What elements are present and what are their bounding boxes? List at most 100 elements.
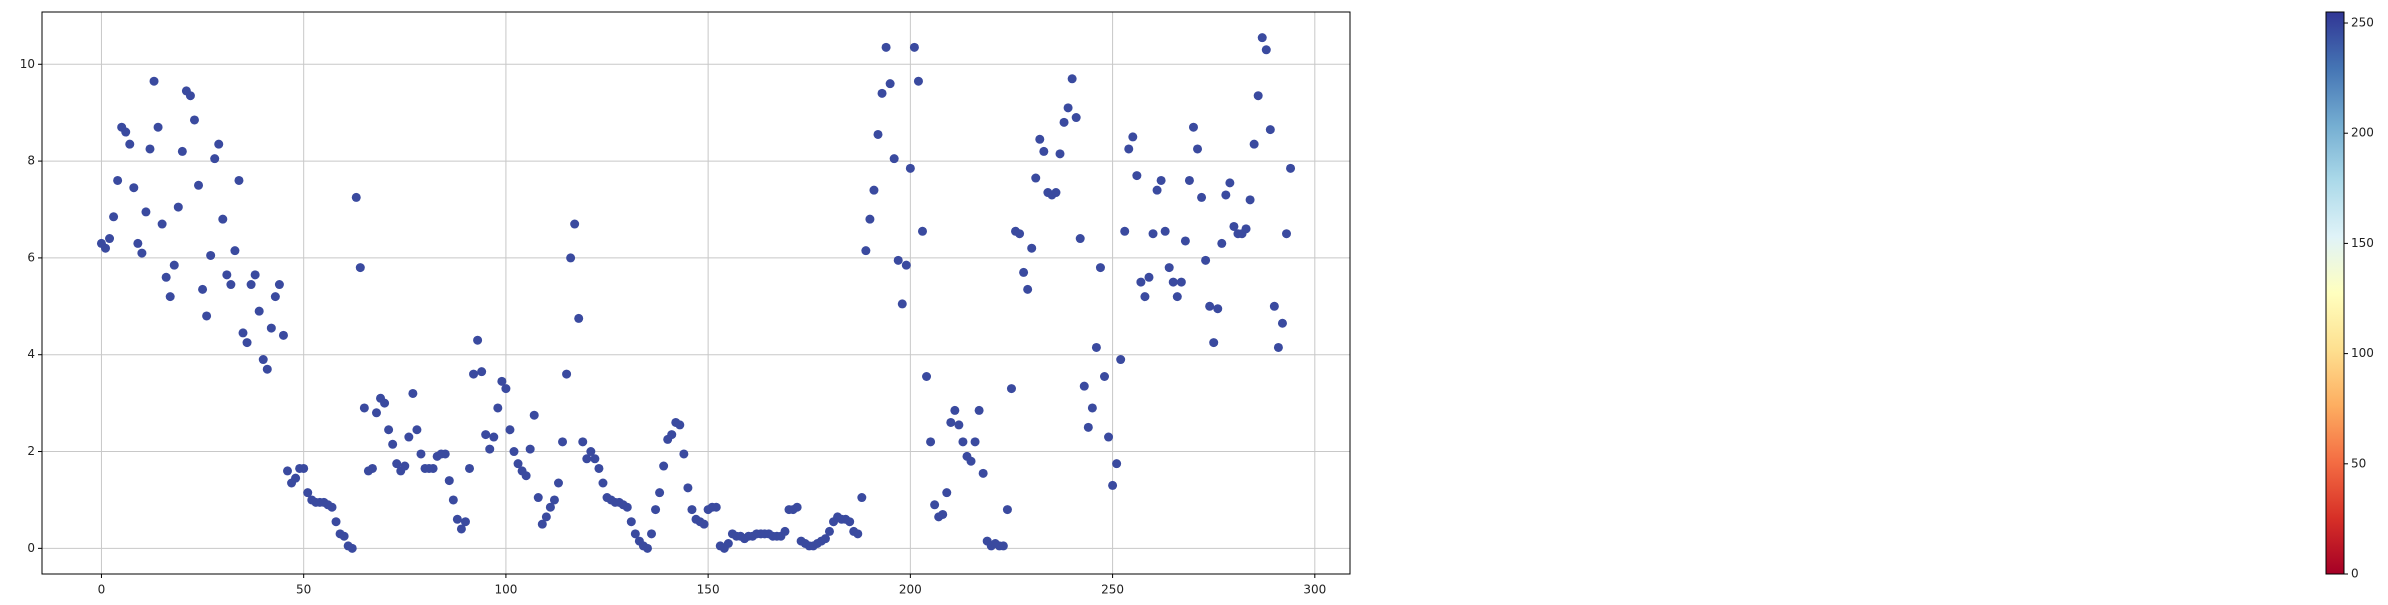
point (901, 260, 911, 270)
point (250, 270, 260, 280)
point (1245, 195, 1255, 205)
point (359, 403, 369, 413)
point (1148, 229, 1158, 239)
point (1152, 185, 1162, 195)
colorbar-tick-label: 250 (2351, 16, 2374, 30)
point (905, 163, 915, 173)
point (489, 432, 499, 442)
point (125, 139, 135, 149)
point (723, 539, 733, 549)
point (954, 420, 964, 430)
point (392, 459, 402, 469)
point (194, 180, 204, 190)
plot-frame (41, 11, 1351, 575)
point (400, 461, 410, 471)
point (885, 79, 895, 89)
point (198, 284, 208, 294)
y-tick-label: 8 (27, 154, 35, 168)
point (946, 417, 956, 427)
colorbar-tick-label: 50 (2351, 456, 2366, 470)
point (444, 476, 454, 486)
x-tick-label: 250 (1101, 583, 1124, 597)
point (630, 529, 640, 539)
point (574, 313, 584, 323)
point (622, 502, 632, 512)
point (331, 517, 341, 527)
point (1035, 134, 1045, 144)
point (1095, 263, 1105, 273)
point (481, 430, 491, 440)
point (1116, 355, 1126, 365)
point (185, 91, 195, 101)
point (1156, 175, 1166, 185)
y-tick-label: 10 (20, 57, 35, 71)
point (642, 543, 652, 553)
point (1039, 146, 1049, 156)
point (448, 495, 458, 505)
point (533, 493, 543, 503)
point (1079, 381, 1089, 391)
point (100, 243, 110, 253)
point (189, 115, 199, 125)
point (865, 214, 875, 224)
point (1063, 103, 1073, 113)
point (869, 185, 879, 195)
point (452, 514, 462, 524)
point (926, 437, 936, 447)
point (792, 502, 802, 512)
point (1083, 422, 1093, 432)
point (553, 478, 563, 488)
point (234, 175, 244, 185)
point (687, 505, 697, 515)
point (1168, 277, 1178, 287)
point (161, 272, 171, 282)
point (242, 338, 252, 348)
point (1124, 144, 1134, 154)
point (274, 280, 284, 290)
point (105, 234, 115, 244)
point (497, 376, 507, 386)
point (380, 398, 390, 408)
point (545, 502, 555, 512)
point (525, 444, 535, 454)
point (970, 437, 980, 447)
point (169, 260, 179, 270)
point (465, 463, 475, 473)
point (303, 488, 313, 498)
point (440, 449, 450, 459)
point (408, 388, 418, 398)
point (1265, 125, 1275, 135)
point (141, 207, 151, 217)
point (469, 369, 479, 379)
point (1176, 277, 1186, 287)
point (477, 367, 487, 377)
point (1193, 144, 1203, 154)
point (404, 432, 414, 442)
point (133, 238, 143, 248)
point (667, 430, 677, 440)
y-tick-label: 4 (27, 347, 35, 361)
point (1099, 372, 1109, 382)
point (388, 439, 398, 449)
point (230, 246, 240, 256)
point (1164, 263, 1174, 273)
point (1225, 178, 1235, 188)
point (214, 139, 224, 149)
point (598, 478, 608, 488)
x-tick-label: 300 (1303, 583, 1326, 597)
point (238, 328, 248, 338)
point (501, 384, 511, 394)
point (853, 529, 863, 539)
point (1184, 175, 1194, 185)
x-tick-label: 0 (98, 583, 106, 597)
point (153, 122, 163, 132)
point (327, 502, 337, 512)
point (1136, 277, 1146, 287)
point (505, 425, 515, 435)
point (1108, 480, 1118, 490)
point (157, 219, 167, 229)
point (549, 495, 559, 505)
point (283, 466, 293, 476)
colorbar-tick-label: 100 (2351, 346, 2374, 360)
